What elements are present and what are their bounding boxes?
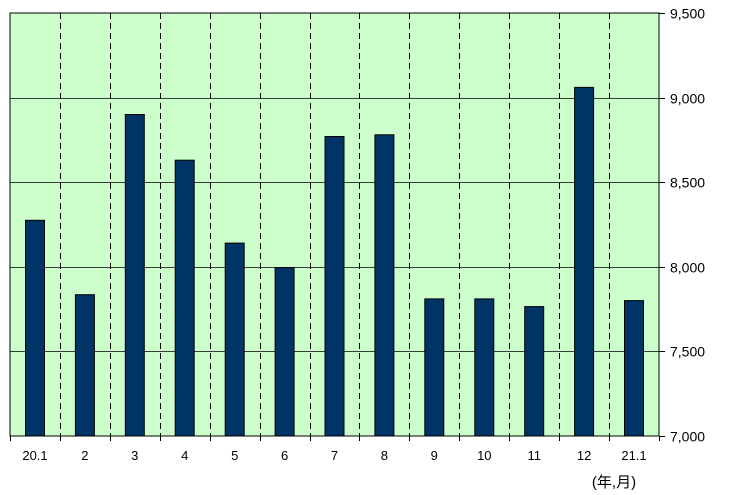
x-axis-ticks xyxy=(10,436,660,441)
x-axis-unit-label: (年,月) xyxy=(592,474,636,491)
y-axis-tick-labels: 7,000 7,500 8,000 8,500 9,000 9,500 xyxy=(670,6,705,445)
bars xyxy=(25,86,644,437)
bar-2 xyxy=(74,294,95,437)
y-tick-label: 9,500 xyxy=(670,6,705,22)
y-tick-label: 7,000 xyxy=(670,429,705,445)
x-tick-label: 9 xyxy=(431,448,438,463)
bar-7 xyxy=(324,136,345,437)
x-tick-label: 5 xyxy=(231,448,238,463)
x-tick-label: 7 xyxy=(331,448,338,463)
x-tick-label: 6 xyxy=(281,448,288,463)
x-tick-label: 2 xyxy=(81,448,88,463)
bar-6 xyxy=(274,267,295,437)
x-tick-label: 8 xyxy=(381,448,388,463)
vertical-gridlines xyxy=(60,13,610,436)
bar-10 xyxy=(474,298,495,437)
x-tick-label: 3 xyxy=(131,448,138,463)
bar-3 xyxy=(124,114,145,437)
y-tick-label: 7,500 xyxy=(670,344,705,360)
y-tick-label: 8,000 xyxy=(670,260,705,276)
x-tick-label: 12 xyxy=(577,448,591,463)
x-tick-label: 20.1 xyxy=(22,448,47,463)
plot-border xyxy=(9,12,660,437)
x-tick-label: 11 xyxy=(527,448,541,463)
y-tick-label: 8,500 xyxy=(670,175,705,191)
bar-8 xyxy=(374,134,395,437)
bar-5 xyxy=(224,242,245,437)
x-tick-label: 4 xyxy=(181,448,188,463)
bar-4 xyxy=(174,159,195,437)
bar-9 xyxy=(424,298,445,437)
bar-11 xyxy=(524,306,545,437)
y-tick-label: 9,000 xyxy=(670,91,705,107)
x-axis-tick-labels: 20.1 2 3 4 5 6 7 8 9 10 11 12 21.1 xyxy=(22,448,646,463)
bar-21.1 xyxy=(624,300,644,437)
y-axis-ticks xyxy=(659,13,665,437)
x-tick-label: 10 xyxy=(477,448,491,463)
bar-12 xyxy=(574,86,595,437)
x-tick-label: 21.1 xyxy=(621,448,646,463)
bar-20.1 xyxy=(25,219,45,437)
